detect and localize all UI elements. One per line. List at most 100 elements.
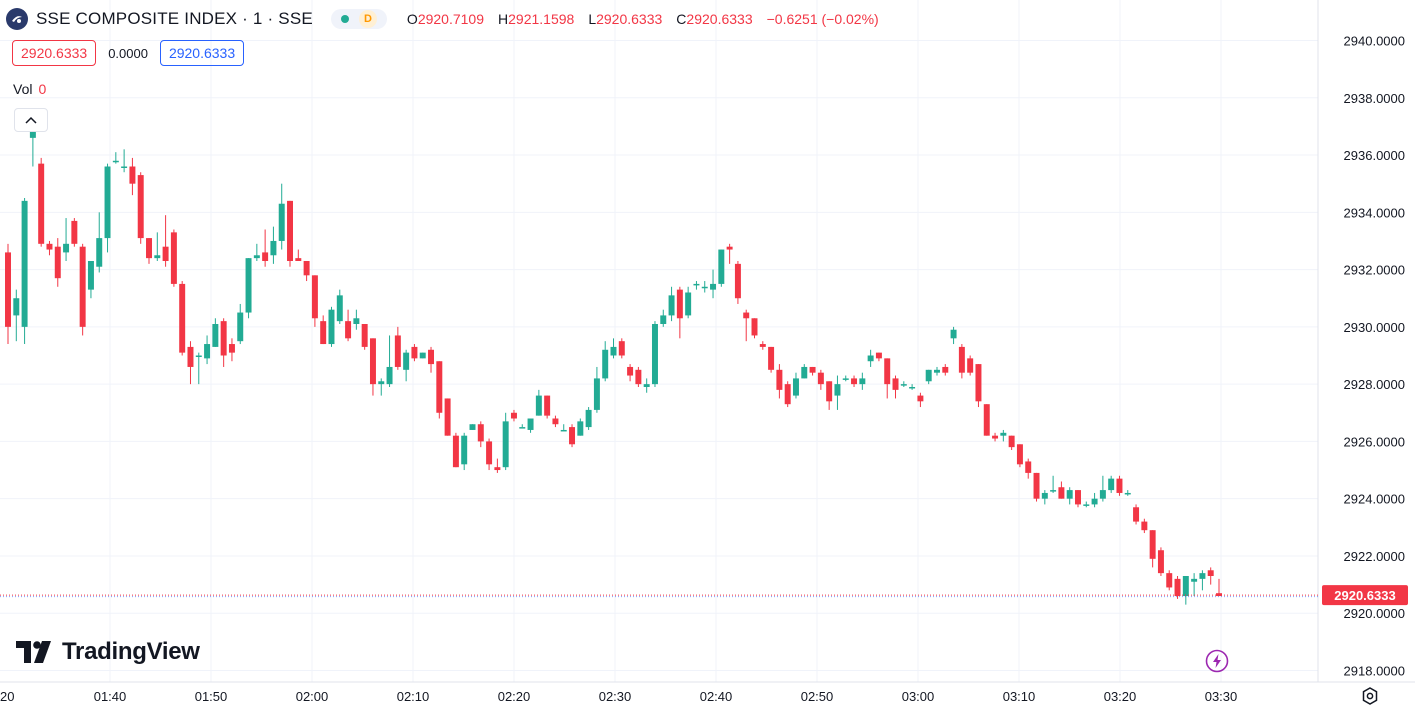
candle-body [311,275,318,319]
symbol-title[interactable]: SSE COMPOSITE INDEX · 1 · SSE [36,9,313,28]
candle [71,218,78,247]
tradingview-logo[interactable]: TradingView [16,638,200,666]
chevron-up-icon [25,116,37,124]
candle [444,398,451,436]
candle-body [726,246,733,250]
candle-body [884,358,891,385]
candle-body [237,312,244,342]
candle-body [593,378,600,410]
candle [1207,567,1214,585]
candle [817,369,824,390]
candle-body [212,324,219,347]
candle [867,349,874,367]
candle [245,258,252,319]
candle [336,289,343,324]
candle-body [1157,550,1164,574]
candle [154,232,161,261]
candle [121,149,128,173]
candle [593,366,600,413]
sell-button[interactable]: 2920.6333 [12,40,97,66]
candle [710,269,717,299]
candle-body [701,286,708,289]
candle-body [1199,573,1206,579]
candle-body [892,378,899,390]
candle [834,375,841,410]
price-axis[interactable]: 2940.0000 2938.0000 2936.0000 2934.0000 2932… [1344,34,1405,679]
x-tick-label: 01:50 [195,689,228,704]
candle [1199,570,1206,591]
candle-body [262,252,269,261]
candle [129,157,136,196]
lightning-icon[interactable] [1205,649,1229,673]
candle-body [228,344,235,353]
candle [419,352,426,359]
candle [958,344,965,379]
candle [411,344,418,362]
candle [287,200,293,267]
candle-body [1133,507,1140,522]
x-tick-label: 02:50 [801,689,834,704]
candle-body [560,429,567,432]
candle [253,243,260,261]
candle [618,338,625,359]
candle [510,409,517,422]
candle-body [345,321,352,339]
candle-body [195,355,202,357]
candle [436,361,443,419]
candle [668,286,675,322]
candle-body [660,315,667,324]
candle [809,366,816,376]
candle-body [842,378,849,380]
candle [693,281,700,290]
candle-body [958,346,965,373]
buy-button[interactable]: 2920.6333 [159,40,245,66]
candle [1099,475,1106,502]
candle-body [527,418,534,430]
candle [917,392,924,408]
candle-body [146,238,152,259]
candle [486,438,493,471]
candle-body [585,409,592,428]
candle-body [1116,478,1123,493]
candle-body [1025,461,1032,473]
time-axis[interactable]: 20 01:40 01:50 02:00 02:10 02:20 02:30 02:40 02:… [0,689,1237,704]
x-tick-label: 02:20 [498,689,531,704]
candle [502,412,509,471]
candle [1008,435,1015,450]
collapse-legend-button[interactable] [14,108,48,132]
candle-body [452,435,459,468]
settings-icon[interactable] [1360,686,1380,706]
candle [942,364,949,376]
candle-body [1066,490,1073,499]
horizontal-gridlines [0,40,1318,671]
candle [651,321,658,387]
candle-body [369,338,376,385]
candle-body [544,395,551,416]
candle-body [469,424,476,430]
candle-body [967,358,974,373]
candle-body [328,309,335,345]
candle [212,318,219,347]
candle-body [121,166,128,168]
candle-body [1083,504,1090,506]
market-status[interactable]: D [330,9,387,29]
candle-body [477,424,484,442]
candle-body [104,166,111,239]
candle [585,407,592,430]
candle [1182,576,1189,605]
candle-body [162,246,169,261]
candle [13,289,20,342]
candle [726,243,733,264]
candle [784,381,791,408]
candle-body [693,283,700,286]
x-tick-label: 03:20 [1104,689,1137,704]
candle-body [983,404,990,436]
candle-body [1182,576,1189,597]
candle [303,261,310,282]
candle-body [651,324,658,385]
candle [394,326,401,370]
candle [187,341,194,385]
candle [660,309,667,327]
candle-body [170,232,177,284]
